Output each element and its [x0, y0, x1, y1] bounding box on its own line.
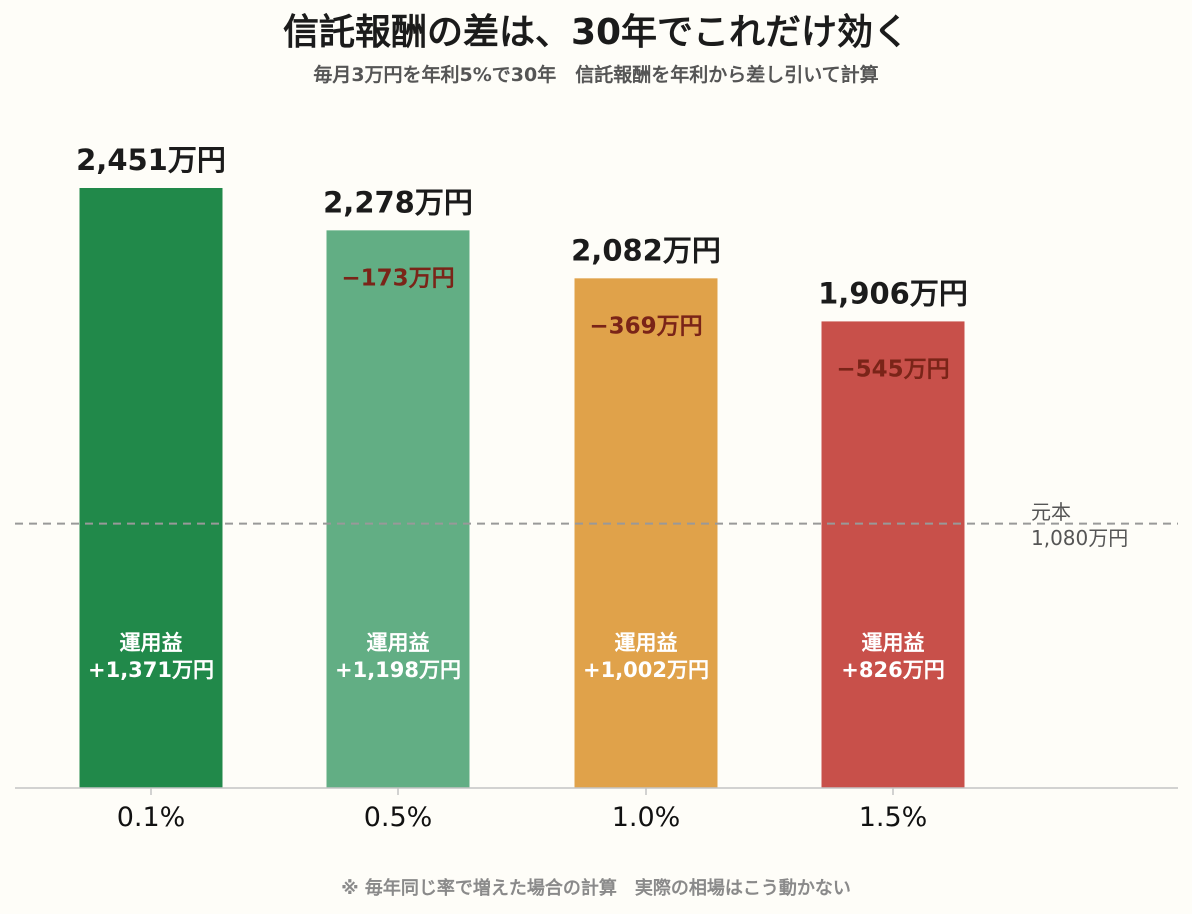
bars-layer: 2,451万円運用益+1,371万円2,278万円−173万円運用益+1,198… — [76, 143, 968, 788]
bar-total-label-2: 2,278万円 — [323, 185, 473, 219]
bar-gain-value-4: +826万円 — [841, 658, 944, 682]
x-tick-label-3: 1.0% — [612, 802, 681, 833]
bar-gain-value-1: +1,371万円 — [88, 658, 214, 682]
bar-total-label-3: 2,082万円 — [571, 233, 721, 267]
bar-1 — [79, 188, 223, 788]
chart-title: 信託報酬の差は、30年でこれだけ効く — [283, 12, 909, 53]
x-tick-label-1: 0.1% — [117, 802, 186, 833]
bar-gain-title-4: 運用益 — [862, 631, 925, 655]
bar-total-label-1: 2,451万円 — [76, 143, 226, 177]
principal-label-title: 元本 — [1031, 500, 1071, 524]
chart-subtitle: 毎月3万円を年利5%で30年 信託報酬を年利から差し引いて計算 — [313, 63, 878, 86]
footnote: ※ 毎年同じ率で増えた場合の計算 実際の相場はこう動かない — [341, 877, 851, 899]
bar-gain-value-3: +1,002万円 — [583, 658, 709, 682]
bar-gain-title-3: 運用益 — [615, 631, 678, 655]
ticks-layer: 0.1% 0.5% 1.0% 1.5% — [117, 788, 928, 833]
bar-gain-title-1: 運用益 — [120, 631, 183, 655]
bar-gain-value-2: +1,198万円 — [335, 658, 461, 682]
principal-label-value: 1,080万円 — [1031, 526, 1128, 550]
x-tick-label-4: 1.5% — [859, 802, 928, 833]
bar-total-label-4: 1,906万円 — [818, 276, 968, 310]
bar-3 — [574, 278, 718, 788]
bar-difference-label-2: −173万円 — [341, 265, 454, 291]
bar-gain-title-2: 運用益 — [367, 631, 430, 655]
x-tick-label-2: 0.5% — [364, 802, 433, 833]
bar-4 — [821, 321, 965, 788]
bar-difference-label-3: −369万円 — [589, 313, 702, 339]
bar-difference-label-4: −545万円 — [836, 356, 949, 382]
bar-2 — [326, 230, 470, 788]
